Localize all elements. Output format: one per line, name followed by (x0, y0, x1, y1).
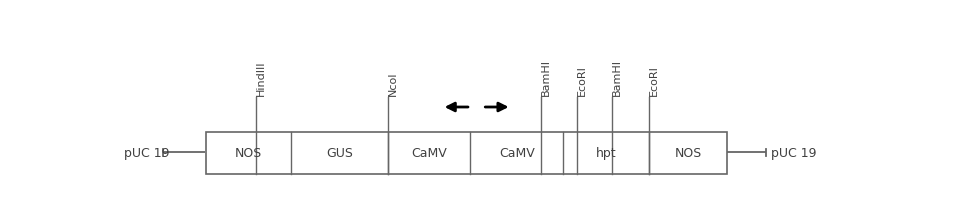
Text: NcoI: NcoI (387, 72, 398, 96)
Text: NOS: NOS (235, 147, 262, 159)
Text: EcoRI: EcoRI (649, 65, 658, 96)
Bar (206, 132, 727, 174)
Text: hpt: hpt (596, 147, 616, 159)
Text: BamHI: BamHI (612, 59, 623, 96)
Text: NOS: NOS (675, 147, 702, 159)
Text: CaMV: CaMV (499, 147, 534, 159)
Text: GUS: GUS (327, 147, 354, 159)
Text: pUC 19: pUC 19 (771, 146, 817, 159)
Text: HindIII: HindIII (256, 61, 266, 96)
Text: EcoRI: EcoRI (578, 65, 587, 96)
Text: CaMV: CaMV (411, 147, 447, 159)
Text: pUC 19: pUC 19 (124, 146, 169, 159)
Text: BamHI: BamHI (541, 59, 551, 96)
